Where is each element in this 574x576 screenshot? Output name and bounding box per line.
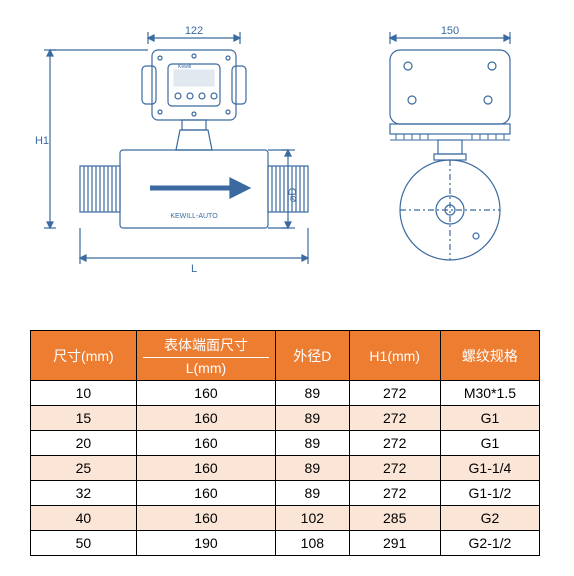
- table-cell: 272: [349, 431, 440, 456]
- svg-text:Kewill: Kewill: [178, 64, 191, 70]
- table-row: 1516089272G1: [31, 406, 540, 431]
- column-header: 表体端面尺寸L(mm): [136, 331, 275, 381]
- table-cell: 190: [136, 531, 275, 556]
- table-cell: G2: [440, 506, 539, 531]
- table-cell: M30*1.5: [440, 381, 539, 406]
- table-cell: 20: [31, 431, 137, 456]
- table-row: 2516089272G1-1/4: [31, 456, 540, 481]
- table-row: 2016089272G1: [31, 431, 540, 456]
- table-cell: 89: [276, 381, 349, 406]
- table-cell: 89: [276, 456, 349, 481]
- diagram-row: 122 Kewill: [20, 20, 554, 300]
- table-cell: 272: [349, 381, 440, 406]
- table-cell: 40: [31, 506, 137, 531]
- table-cell: 160: [136, 481, 275, 506]
- table-cell: 89: [276, 431, 349, 456]
- table-cell: 272: [349, 406, 440, 431]
- table-cell: 272: [349, 481, 440, 506]
- dim-l: L: [191, 263, 197, 275]
- column-header: 外径D: [276, 331, 349, 381]
- table-cell: 160: [136, 431, 275, 456]
- dim-d: ⌀D: [287, 188, 299, 203]
- dimensions-table: 尺寸(mm)表体端面尺寸L(mm)外径DH1(mm)螺纹规格 101608927…: [30, 330, 540, 556]
- column-header: H1(mm): [349, 331, 440, 381]
- table-cell: 15: [31, 406, 137, 431]
- table-cell: 285: [349, 506, 440, 531]
- table-row: 40160102285G2: [31, 506, 540, 531]
- front-view: 122 Kewill: [20, 20, 320, 300]
- table-cell: 160: [136, 456, 275, 481]
- column-header: 尺寸(mm): [31, 331, 137, 381]
- table-cell: 25: [31, 456, 137, 481]
- table-cell: 291: [349, 531, 440, 556]
- table-cell: 272: [349, 456, 440, 481]
- table-cell: G1-1/2: [440, 481, 539, 506]
- table-row: 3216089272G1-1/2: [31, 481, 540, 506]
- table-cell: 89: [276, 406, 349, 431]
- side-view: 150: [350, 20, 550, 300]
- table-cell: G1-1/4: [440, 456, 539, 481]
- table-row: 1016089272M30*1.5: [31, 381, 540, 406]
- table-cell: 32: [31, 481, 137, 506]
- table-cell: 102: [276, 506, 349, 531]
- table-cell: G1: [440, 431, 539, 456]
- table-row: 50190108291G2-1/2: [31, 531, 540, 556]
- table-cell: G1: [440, 406, 539, 431]
- table-cell: 160: [136, 406, 275, 431]
- dim-122: 122: [185, 25, 203, 37]
- table-cell: 108: [276, 531, 349, 556]
- dim-150: 150: [441, 25, 459, 37]
- dim-h1: H1: [35, 135, 49, 147]
- table-cell: 160: [136, 506, 275, 531]
- table-cell: 10: [31, 381, 137, 406]
- table-cell: G2-1/2: [440, 531, 539, 556]
- brand-label: KEWILL-AUTO: [170, 213, 218, 220]
- column-header: 螺纹规格: [440, 331, 539, 381]
- table-cell: 89: [276, 481, 349, 506]
- table-header: 尺寸(mm)表体端面尺寸L(mm)外径DH1(mm)螺纹规格: [31, 331, 540, 381]
- table-body: 1016089272M30*1.51516089272G12016089272G…: [31, 381, 540, 556]
- table-cell: 50: [31, 531, 137, 556]
- table-cell: 160: [136, 381, 275, 406]
